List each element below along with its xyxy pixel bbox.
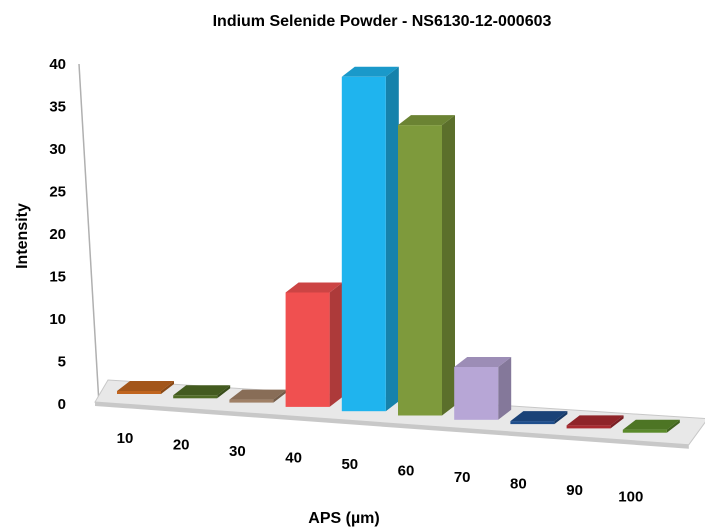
bar-side	[273, 389, 287, 403]
bar-front	[229, 399, 274, 403]
x-tick-label: 20	[173, 437, 190, 454]
bar-top	[341, 66, 399, 77]
x-tick-label: 70	[454, 469, 471, 486]
bar-top	[117, 381, 174, 391]
x-tick-label: 40	[285, 450, 302, 467]
y-tick-label: 35	[49, 99, 66, 116]
bar-front	[117, 391, 161, 394]
bar-front	[285, 292, 330, 407]
bar-front	[566, 425, 611, 429]
bar-side	[442, 115, 455, 416]
bar-side	[498, 357, 512, 420]
floor-edge	[95, 402, 689, 449]
bar-top	[173, 385, 231, 396]
x-axis-title: APS (µm)	[308, 510, 379, 527]
bar	[173, 385, 231, 399]
x-tick-label: 60	[398, 463, 415, 480]
bar	[117, 381, 174, 394]
x-tick-label: 90	[566, 482, 583, 499]
y-axis-line	[78, 63, 100, 405]
y-tick-label: 10	[49, 311, 66, 328]
y-tick-label: 15	[49, 269, 66, 286]
y-tick-label: 25	[49, 184, 66, 201]
y-tick-label: 40	[49, 56, 66, 73]
y-axis-title: Intensity	[14, 203, 31, 269]
bar-front	[454, 367, 499, 420]
x-tick-label: 50	[341, 456, 358, 473]
bar	[454, 357, 512, 420]
y-tick-label: 20	[49, 226, 66, 243]
y-tick-labels: 0 5 10 15 20 25 30 35 40	[49, 56, 66, 413]
bar-side	[610, 415, 624, 429]
bar-front	[510, 421, 555, 425]
bar-top	[398, 115, 455, 126]
bar	[510, 411, 568, 425]
bar-top	[229, 389, 287, 400]
bar-top	[285, 282, 343, 293]
bar-side	[666, 419, 680, 433]
y-axis: 0 5 10 15 20 25 30 35 40	[49, 56, 100, 413]
bar	[229, 389, 287, 403]
bar-front	[173, 395, 218, 399]
bar	[398, 115, 455, 416]
x-tick-label: 30	[229, 443, 246, 460]
bar-top	[454, 357, 512, 367]
chart-title: Indium Selenide Powder - NS6130-12-00060…	[213, 13, 552, 30]
bar-side	[329, 282, 343, 407]
bar	[341, 66, 399, 412]
bar-side	[217, 385, 231, 399]
bar-top	[566, 415, 624, 426]
bar-front	[398, 125, 442, 416]
x-tick-label: 10	[117, 430, 134, 447]
bar-side	[161, 381, 174, 394]
y-tick-label: 5	[58, 354, 66, 371]
bar-side	[385, 66, 399, 412]
x-tick-label: 80	[510, 476, 527, 493]
x-tick-labels: 10 20 30 40 50 60 70 80 90 100	[117, 430, 644, 506]
bars	[117, 66, 680, 433]
bar	[622, 419, 680, 433]
bar-front	[622, 429, 667, 433]
bar-front	[341, 76, 386, 412]
bar-top	[510, 411, 568, 422]
bar-top	[622, 419, 680, 430]
y-tick-label: 30	[49, 141, 66, 158]
y-tick-label: 0	[58, 396, 66, 413]
x-tick-label: 100	[618, 489, 643, 506]
bar-side	[554, 411, 568, 425]
bar	[285, 282, 343, 407]
bar	[566, 415, 624, 429]
